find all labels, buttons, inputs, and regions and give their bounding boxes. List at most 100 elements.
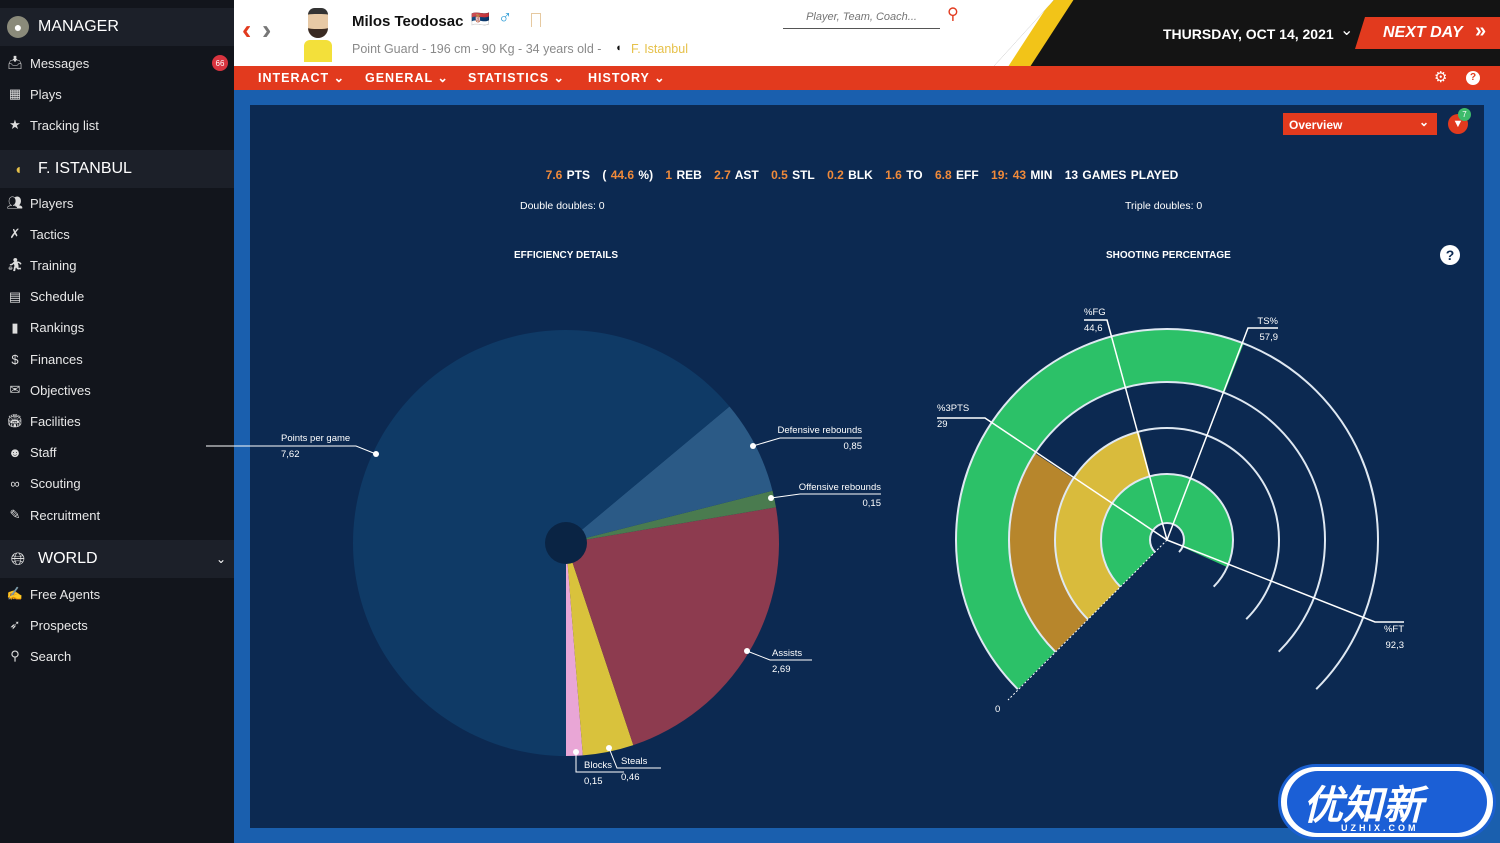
sidebar-item-prospects[interactable]: ➶ Prospects: [0, 611, 234, 639]
sidebar-item-label: Objectives: [30, 382, 91, 398]
sidebar-item-staff[interactable]: ☻ Staff: [0, 439, 234, 467]
sidebar-item-training[interactable]: ⛹︎ Training: [0, 251, 234, 279]
globe-icon: 🌐︎: [10, 548, 26, 569]
sidebar-item-label: Scouting: [30, 476, 81, 492]
chevron-down-icon: ⌄: [1418, 115, 1429, 129]
sidebar-item-recruitment[interactable]: ✎ Recruitment: [0, 501, 234, 529]
radial-bar-pct3pts: [1008, 453, 1088, 652]
tactics-icon: ✗: [9, 226, 21, 242]
radial-label: TS% 57,9: [1257, 316, 1278, 343]
sidebar-item-plays[interactable]: ▦ Plays: [0, 80, 234, 108]
stat-6: 0.2 BLK: [827, 168, 873, 182]
sidebar-item-label: Free Agents: [30, 586, 101, 602]
manager-section-header[interactable]: ● MANAGER: [0, 8, 234, 46]
sidebar-item-schedule[interactable]: ▤ Schedule: [0, 283, 234, 311]
help-icon[interactable]: ?: [1466, 71, 1480, 85]
player-details: Point Guard - 196 cm - 90 Kg - 34 years …: [352, 42, 602, 56]
stat-8: 6.8 EFF: [934, 168, 979, 182]
sidebar-item-label: Search: [30, 648, 72, 664]
pie-label: Steals 0,46: [621, 756, 648, 783]
binoculars-icon: ∞: [10, 476, 20, 492]
sidebar-item-messages[interactable]: 📥︎ Messages 66: [0, 49, 234, 77]
star-icon: ★: [9, 117, 21, 133]
help-icon[interactable]: ?: [1440, 245, 1460, 265]
sidebar-item-label: Training: [30, 257, 77, 273]
pie-slice-assists: [566, 507, 779, 746]
pie-point: [750, 443, 756, 449]
date-chevron-icon[interactable]: ⌄: [1340, 22, 1354, 39]
calendar-icon: ▤: [8, 288, 22, 304]
sidebar-item-players[interactable]: 👥︎ Players: [0, 189, 234, 217]
objectives-icon: ✉: [9, 382, 21, 398]
double-chevron-icon: »: [1475, 20, 1487, 42]
pie-slice-steals: [566, 543, 634, 756]
sidebar-item-rankings[interactable]: ▮ Rankings: [0, 314, 234, 342]
stat-2: 44.6 %): [610, 168, 654, 182]
back-arrow-icon[interactable]: ‹: [242, 14, 252, 45]
filter-button[interactable]: ▼ 7: [1448, 108, 1471, 134]
rocket-icon: ➶: [9, 617, 21, 633]
triple-doubles: Triple doubles: 0: [1125, 200, 1203, 212]
nav-bar: INTERACT ⌄ GENERAL ⌄ STATISTICS ⌄ HISTOR…: [234, 66, 1500, 90]
team-title: F. ISTANBUL: [38, 160, 132, 177]
pie-leader-line: [752, 437, 862, 447]
staff-icon: ☻: [8, 445, 22, 461]
radial-grid-ring: [1054, 427, 1280, 620]
pie-label: Assists 2,69: [772, 648, 803, 675]
pie-label: Blocks 0,15: [584, 760, 612, 787]
chevron-down-icon[interactable]: ⌄: [215, 552, 226, 566]
next-day-button[interactable]: NEXT DAY »: [1355, 17, 1500, 49]
nav-interact[interactable]: INTERACT ⌄: [258, 71, 346, 85]
pie-label: Defensive rebounds 0,85: [777, 425, 863, 452]
sidebar-item-search[interactable]: ⚲ Search: [0, 642, 234, 670]
radial-grid-ring: [955, 328, 1379, 690]
stat-10: 13 GAMES PLAYED: [1064, 168, 1179, 182]
efficiency-title: EFFICIENCY DETAILS: [514, 250, 619, 261]
sidebar-item-label: Finances: [30, 351, 83, 367]
team-shield-icon: ◖: [13, 161, 23, 177]
team-section-header[interactable]: ◖ F. ISTANBUL: [0, 150, 234, 188]
sidebar-item-label: Facilities: [30, 413, 81, 429]
nav-general[interactable]: GENERAL ⌄: [365, 71, 449, 85]
team-link[interactable]: F. Istanbul: [631, 42, 688, 56]
pie-leader-line: [206, 445, 377, 455]
nav-history[interactable]: HISTORY ⌄: [588, 71, 666, 85]
pie-leader-line: [746, 650, 812, 661]
current-date[interactable]: THURSDAY, OCT 14, 2021: [1163, 26, 1334, 42]
world-section-header[interactable]: 🌐︎ WORLD ⌄: [0, 540, 234, 578]
pie-label: Points per game 7,62: [281, 433, 351, 460]
recruitment-icon: ✎: [9, 507, 21, 522]
sidebar-item-tracking-list[interactable]: ★ Tracking list: [0, 111, 234, 139]
sidebar-item-label: Rankings: [30, 320, 85, 336]
sidebar-item-label: Prospects: [30, 617, 88, 633]
pie-slice-points-per-game: [353, 330, 730, 756]
stat-0: 7.6 PTS: [545, 168, 591, 182]
settings-gear-icon[interactable]: ⚙: [1434, 69, 1448, 86]
rankings-icon: ▮: [11, 319, 19, 335]
view-select-value: Overview: [1289, 118, 1343, 132]
sidebar-item-tactics[interactable]: ✗ Tactics: [0, 220, 234, 248]
sidebar-item-free-agents[interactable]: ✍ Free Agents: [0, 580, 234, 608]
nav-statistics[interactable]: STATISTICS ⌄: [468, 71, 566, 85]
radial-bar-tspct: [956, 329, 1244, 690]
search-input[interactable]: [783, 5, 940, 29]
radial-bar-pctfg: [1055, 431, 1151, 620]
sidebar-item-scouting[interactable]: ∞ Scouting: [0, 470, 234, 498]
sidebar-item-label: Schedule: [30, 289, 85, 305]
sidebar-item-facilities[interactable]: 🏟︎ Facilities: [0, 407, 234, 435]
filter-count-badge: 7: [1458, 108, 1471, 121]
player-name: Milos Teodosac: [352, 13, 464, 30]
bookmark-icon[interactable]: [531, 13, 541, 27]
pie-slice-offensive-rebounds: [566, 490, 776, 543]
players-icon: 👥︎: [6, 195, 24, 210]
radial-grid-ring: [1100, 473, 1234, 588]
pie-slice-defensive-rebounds: [566, 406, 773, 543]
pie-slice-blocks: [566, 543, 583, 756]
forward-arrow-icon[interactable]: ›: [262, 14, 272, 45]
sidebar-item-objectives[interactable]: ✉ Objectives: [0, 376, 234, 404]
sidebar-item-finances[interactable]: $ Finances: [0, 345, 234, 373]
shooting-title: SHOOTING PERCENTAGE: [1106, 250, 1231, 261]
radial-grid-ring: [1149, 522, 1185, 553]
view-select[interactable]: Overview ⌄: [1283, 113, 1437, 135]
double-doubles: Double doubles: 0: [520, 200, 605, 212]
